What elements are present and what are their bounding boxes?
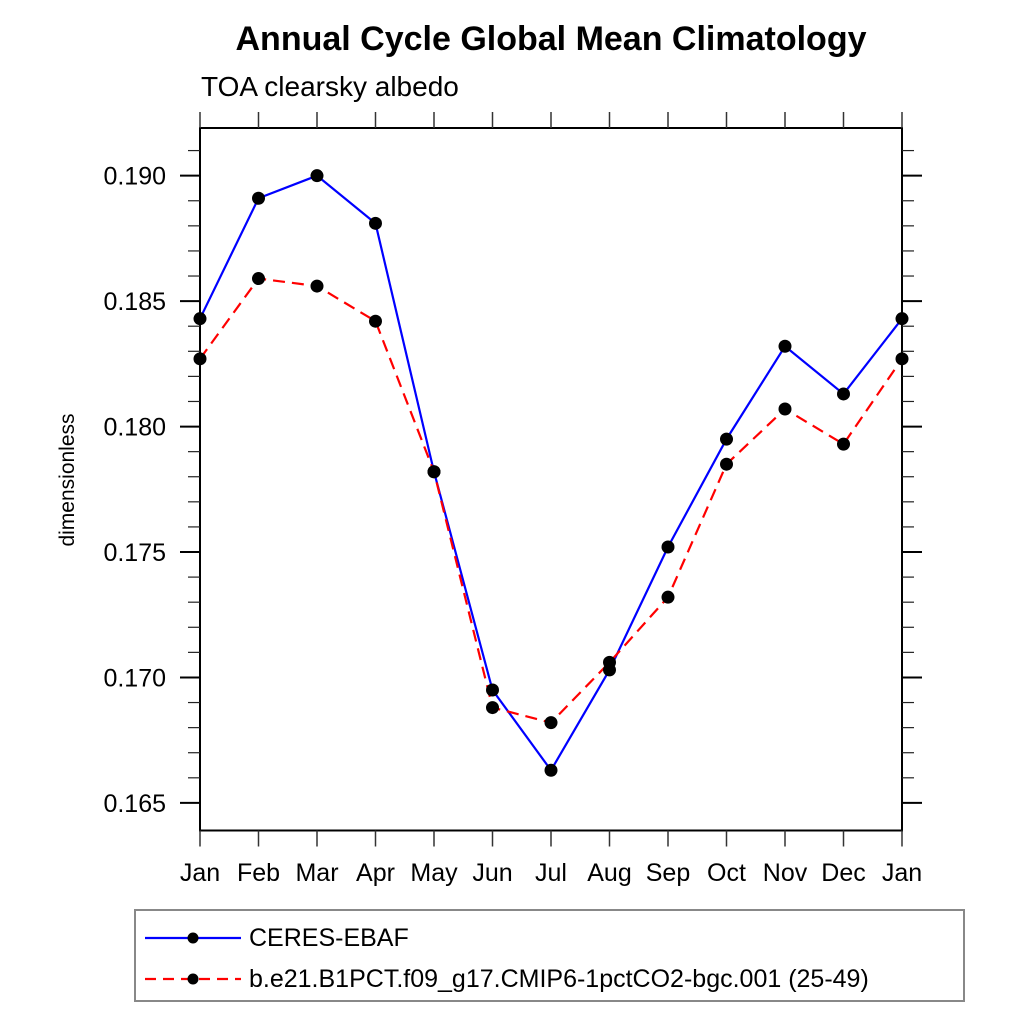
data-point-marker-0 [837, 387, 850, 401]
data-point-marker-1 [252, 272, 265, 286]
legend-line-sample-solid [145, 932, 241, 944]
data-point-marker-1 [310, 279, 324, 293]
x-tick-label: Dec [821, 859, 865, 887]
data-point-marker-0 [486, 683, 499, 697]
chart-title: Annual Cycle Global Mean Climatology [235, 20, 867, 58]
data-point-marker-1 [895, 352, 909, 366]
x-tick-label: Oct [707, 859, 746, 887]
legend-line-sample-dashed [145, 973, 241, 985]
series-line-0 [199, 174, 903, 773]
legend-entry-ceres-ebaf: CERES-EBAF [136, 922, 409, 954]
data-point-marker-1 [778, 402, 792, 416]
x-tick-label: Nov [763, 859, 808, 887]
data-point-marker-0 [661, 540, 675, 554]
data-point-marker-1 [837, 437, 850, 451]
x-tick-label: May [410, 859, 458, 887]
data-point-marker-1 [544, 716, 558, 730]
data-point-marker-0 [310, 169, 324, 183]
data-point-marker-0 [778, 339, 792, 353]
x-tick-label: Jun [472, 859, 512, 887]
x-tick-label: Jan [882, 859, 922, 887]
data-point-marker-1 [720, 457, 733, 471]
legend-label-model-run: b.e21.B1PCT.f09_g17.CMIP6-1pctCO2-bgc.00… [249, 964, 869, 993]
x-tick-label: Mar [295, 859, 338, 887]
data-point-marker-0 [544, 763, 558, 777]
x-tick-label: Jan [180, 859, 220, 887]
x-tick-label: Jul [535, 859, 567, 887]
data-point-marker-1 [369, 314, 382, 328]
x-tick-label: Feb [237, 859, 280, 887]
data-point-marker-1 [603, 655, 616, 669]
data-point-marker-1 [193, 352, 207, 366]
legend-entry-model-run: b.e21.B1PCT.f09_g17.CMIP6-1pctCO2-bgc.00… [136, 963, 869, 995]
data-point-marker-0 [193, 312, 207, 326]
y-tick-label: 0.180 [103, 414, 166, 442]
data-point-marker-0 [720, 432, 733, 446]
data-point-marker-0 [369, 216, 382, 230]
data-point-marker-0 [252, 191, 265, 205]
x-tick-label: Sep [646, 859, 690, 887]
data-point-marker-1 [486, 701, 499, 715]
x-tick-label: Aug [587, 859, 631, 887]
chart-subtitle: TOA clearsky albedo [201, 71, 459, 102]
y-tick-label: 0.175 [103, 539, 166, 567]
data-point-marker-1 [427, 465, 441, 479]
data-point-marker-1 [661, 590, 675, 604]
data-point-marker-0 [895, 312, 909, 326]
y-tick-label: 0.185 [103, 288, 166, 316]
y-tick-label: 0.170 [103, 664, 166, 692]
legend-label-ceres-ebaf: CERES-EBAF [249, 923, 409, 952]
x-tick-label: Apr [356, 859, 395, 887]
y-tick-label: 0.190 [103, 163, 166, 191]
series-line-1 [199, 277, 903, 724]
legend-box: CERES-EBAF b.e21.B1PCT.f09_g17.CMIP6-1pc… [134, 909, 965, 1002]
y-tick-label: 0.165 [103, 790, 166, 818]
